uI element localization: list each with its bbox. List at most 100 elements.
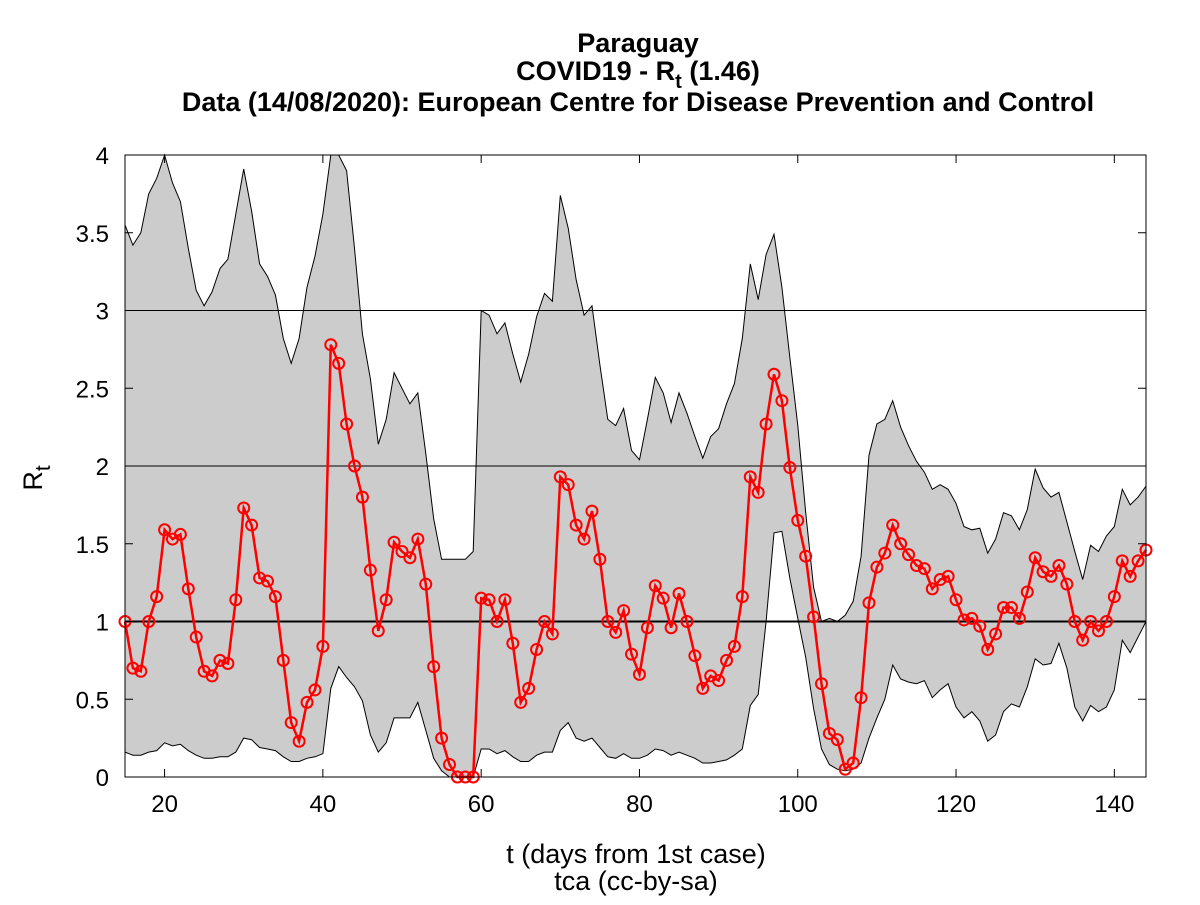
series-point — [791, 513, 805, 527]
series-point — [720, 653, 734, 667]
series-point — [1068, 615, 1082, 628]
y-tick-label: 3.5 — [76, 221, 109, 248]
series-point — [245, 518, 259, 532]
series-point — [237, 501, 251, 515]
x-tick-label: 20 — [151, 791, 178, 818]
series-point — [886, 518, 900, 532]
series-point — [585, 504, 599, 518]
series-point — [981, 642, 995, 656]
series-point — [332, 356, 346, 370]
series-point — [846, 756, 860, 770]
series-point — [917, 562, 931, 576]
series-point — [965, 611, 979, 625]
series-point — [395, 545, 409, 559]
chart-subtitle: COVID19 - Rt (1.46) — [516, 56, 760, 93]
series-point — [292, 734, 306, 748]
series-point — [1123, 569, 1137, 583]
series-point — [134, 664, 148, 678]
series-point — [308, 683, 322, 697]
series-point — [173, 527, 187, 541]
series-point — [743, 470, 757, 484]
series-point — [443, 758, 457, 772]
series-point — [854, 691, 868, 705]
series-point — [973, 619, 987, 633]
series-point — [205, 669, 219, 683]
series-point — [229, 593, 243, 607]
y-tick-label: 3 — [96, 299, 109, 326]
x-tick-label: 140 — [1094, 791, 1134, 818]
series-point — [941, 569, 955, 583]
y-axis-ticks: 0 0.5 1 1.5 2 2.5 3 3.5 4 — [76, 143, 1146, 792]
series-point — [648, 579, 662, 593]
y-tick-label: 2 — [96, 454, 109, 481]
series-point — [1028, 551, 1042, 565]
series-point — [150, 590, 164, 604]
x-tick-label: 60 — [468, 791, 495, 818]
series-point — [569, 518, 583, 532]
credit-label: tca (cc-by-sa) — [554, 866, 718, 896]
x-tick-label: 40 — [310, 791, 337, 818]
series-point — [522, 681, 536, 695]
series-point — [126, 661, 140, 675]
x-tick-label: 100 — [778, 791, 818, 818]
series-point — [664, 621, 678, 635]
series-point — [751, 485, 765, 499]
x-tick-label: 80 — [626, 791, 653, 818]
series-point — [601, 615, 615, 628]
series-point — [680, 615, 694, 628]
series-point — [158, 523, 172, 537]
series-point — [553, 470, 567, 484]
series-point — [213, 653, 227, 667]
series-point — [1131, 554, 1145, 568]
series-point — [1099, 615, 1113, 628]
series-point — [838, 762, 852, 776]
series-point — [340, 417, 354, 431]
series-point — [925, 582, 939, 596]
series-point — [537, 615, 551, 628]
chart-title: Paraguay — [577, 28, 699, 58]
series-point — [411, 532, 425, 546]
series-point — [1044, 569, 1058, 583]
y-tick-label: 0.5 — [76, 687, 109, 714]
series-point — [759, 417, 773, 431]
series-point — [989, 627, 1003, 641]
series-point — [735, 590, 749, 604]
series-point — [902, 548, 916, 562]
series-point — [387, 535, 401, 549]
series-point — [1107, 590, 1121, 604]
series-point — [1012, 611, 1026, 625]
y-tick-label: 1 — [96, 610, 109, 637]
series-point — [435, 731, 449, 745]
series-point — [142, 615, 156, 628]
series-point — [506, 636, 520, 650]
series-point — [894, 537, 908, 551]
y-axis-label-subscript: t — [32, 465, 55, 471]
series-point — [625, 647, 639, 661]
series-point — [530, 642, 544, 656]
x-axis-ticks: 20 40 60 80 100 120 140 — [151, 155, 1134, 818]
y-axis-label: Rt — [18, 465, 55, 491]
series-point — [640, 621, 654, 635]
series-point — [561, 478, 575, 492]
series-point — [276, 653, 290, 667]
series-point — [1004, 601, 1018, 615]
series-point — [807, 610, 821, 624]
series-point — [379, 593, 393, 607]
series-point — [862, 596, 876, 610]
series-point — [260, 574, 274, 588]
series-point — [909, 559, 923, 573]
series-point — [482, 593, 496, 607]
series-point — [419, 577, 433, 591]
series-point — [672, 587, 686, 601]
y-tick-label: 2.5 — [76, 376, 109, 403]
series-point — [878, 546, 892, 560]
series-point — [490, 615, 504, 628]
series-point — [498, 593, 512, 607]
series-point — [688, 649, 702, 663]
series-point — [997, 601, 1011, 615]
series-point — [957, 613, 971, 627]
series-point — [870, 560, 884, 574]
series-point — [355, 490, 369, 504]
